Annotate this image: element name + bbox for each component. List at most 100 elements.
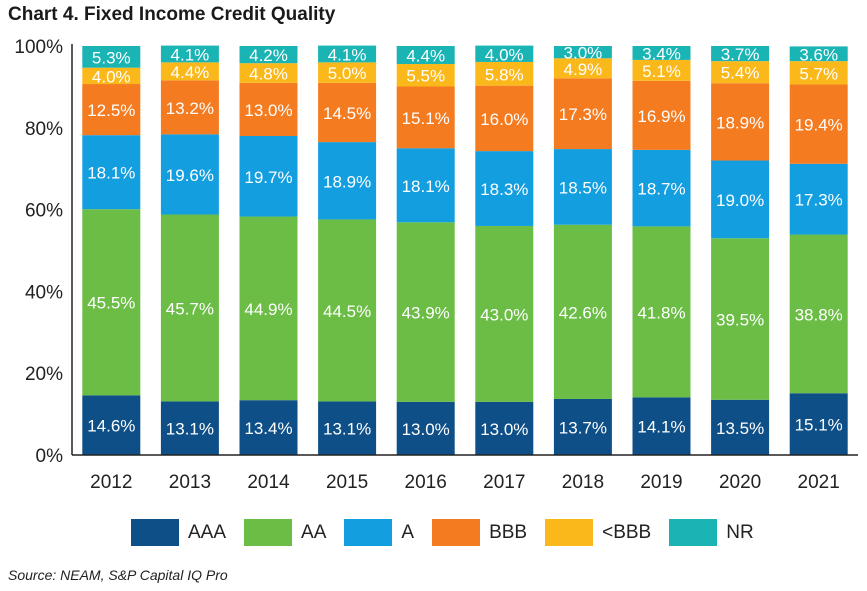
- legend-label: AA: [301, 521, 327, 543]
- data-label: 39.5%: [716, 311, 764, 330]
- legend-item-bbb: BBB: [432, 519, 527, 546]
- bar-ltbbb-2017: [475, 61, 534, 86]
- bar-aa-2013: [160, 214, 219, 402]
- data-label: 15.1%: [402, 109, 450, 128]
- data-label: 4.4%: [171, 63, 210, 82]
- data-label: 19.6%: [166, 166, 214, 185]
- bar-bbb-2017: [475, 85, 534, 152]
- bar-column-2017: 13.0% 43.0% 18.3% 16.0% 5.8%4.0%: [475, 45, 534, 455]
- bar-aa-2019: [632, 226, 691, 398]
- legend-label: <BBB: [602, 521, 652, 543]
- bar-column-2016: 13.0% 43.9% 18.1% 15.1% 5.5% 4.4%: [396, 46, 455, 455]
- y-tick-label: 100%: [14, 37, 63, 58]
- y-tick-label: 20%: [25, 364, 63, 385]
- bar-aaa-2021: [789, 393, 848, 455]
- data-label: 18.1%: [402, 177, 450, 196]
- legend-item-nr: NR: [669, 519, 754, 546]
- bar-column-2019: 14.1% 41.8% 18.7% 16.9% 5.1%3.4%: [632, 44, 691, 455]
- bar-aaa-2018: [553, 398, 612, 455]
- bar-bbb-2015: [318, 82, 377, 143]
- bar-nr-2014: [239, 46, 298, 64]
- bar-a-2018: [553, 149, 612, 225]
- legend-swatch: [669, 519, 718, 546]
- x-tick-label: 2020: [719, 472, 761, 493]
- legend-item-aa: AA: [244, 519, 326, 546]
- data-label: 5.0%: [328, 64, 367, 83]
- data-label: 13.1%: [323, 420, 371, 439]
- data-label: 13.4%: [244, 419, 292, 438]
- y-tick-label: 60%: [25, 201, 63, 222]
- bar-aa-2012: [82, 209, 141, 396]
- data-label: 12.5%: [87, 101, 135, 120]
- bar-nr-2013: [160, 45, 219, 63]
- bar-nr-2021: [789, 46, 848, 62]
- bar-column-2012: 14.6% 45.5% 18.1% 12.5% 4.0%5.3%: [82, 46, 141, 455]
- bar-a-2020: [711, 160, 770, 239]
- bar-a-2013: [160, 134, 219, 215]
- bar-bbb-2016: [396, 86, 455, 149]
- data-label: 18.5%: [559, 178, 607, 197]
- y-axis: 0% 20% 40% 60% 80% 100%: [14, 37, 73, 467]
- bar-column-2021: 15.1% 38.8% 17.3% 19.4% 5.7%3.6%: [789, 45, 848, 455]
- data-label: 13.2%: [166, 99, 214, 118]
- y-tick-label: 80%: [25, 119, 63, 140]
- bar-a-2017: [475, 151, 534, 226]
- data-label: 41.8%: [637, 303, 685, 322]
- legend-item-aaa: AAA: [131, 519, 226, 546]
- legend-label: BBB: [489, 521, 528, 543]
- data-label: 13.5%: [716, 419, 764, 438]
- chart-title: Chart 4. Fixed Income Credit Quality: [8, 4, 336, 25]
- bar-nr-2017: [475, 45, 534, 62]
- legend-swatch: [244, 519, 293, 546]
- bar-a-2014: [239, 135, 298, 217]
- x-tick-label: 2012: [90, 472, 132, 493]
- data-label: 44.5%: [323, 302, 371, 321]
- bar-bbb-2013: [160, 80, 219, 135]
- x-tick-label: 2019: [640, 472, 682, 493]
- data-label: 4.1%: [171, 45, 210, 64]
- bar-column-2020: 13.5% 39.5% 19.0% 18.9% 5.4%3.7%: [711, 45, 770, 455]
- legend-swatch: [131, 519, 179, 546]
- bar-bbb-2021: [789, 84, 848, 164]
- data-label: 45.5%: [87, 294, 135, 313]
- legend-swatch: [432, 519, 481, 546]
- data-label: 4.0%: [485, 45, 524, 64]
- bar-bbb-2012: [82, 84, 141, 136]
- data-label: 5.1%: [642, 62, 681, 81]
- bar-aaa-2015: [318, 401, 377, 455]
- data-label: 5.3%: [92, 48, 131, 67]
- data-label: 19.0%: [716, 191, 764, 210]
- data-label: 13.0%: [244, 101, 292, 120]
- bar-column-2013: 13.1% 45.7% 19.6% 13.2% 4.4%4.1%: [160, 45, 219, 455]
- bar-ltbbb-2018: [553, 58, 612, 79]
- bars-group: 14.6%45.5%18.1%12.5%4.0%5.3%13.1%45.7%19…: [82, 44, 848, 455]
- bar-ltbbb-2013: [160, 62, 219, 81]
- data-label: 13.0%: [402, 420, 450, 439]
- bar-ltbbb-2015: [318, 62, 377, 83]
- y-tick-label: 40%: [25, 282, 63, 303]
- bar-aaa-2017: [475, 401, 534, 455]
- bar-column-2014: 13.4% 44.9% 19.7% 13.0% 4.8%4.2%: [239, 46, 298, 455]
- data-label: 4.8%: [249, 64, 288, 83]
- data-label: 3.6%: [799, 45, 838, 64]
- data-label: 16.0%: [480, 110, 528, 129]
- data-label: 4.4%: [406, 46, 445, 65]
- bar-bbb-2019: [632, 80, 691, 150]
- bar-ltbbb-2014: [239, 63, 298, 83]
- bar-aa-2014: [239, 216, 298, 401]
- legend-swatch: [344, 519, 393, 546]
- bar-aaa-2016: [396, 401, 455, 455]
- bar-aa-2021: [789, 234, 848, 394]
- data-label: 18.3%: [480, 180, 528, 199]
- bar-column-2018: 13.7% 42.6% 18.5% 17.3% 4.9%3.0%: [553, 44, 612, 455]
- data-label: 5.7%: [799, 64, 838, 83]
- data-label: 5.8%: [485, 65, 524, 84]
- data-label: 18.1%: [87, 164, 135, 183]
- bar-aaa-2019: [632, 397, 691, 455]
- data-label: 15.1%: [795, 416, 843, 435]
- data-label: 5.4%: [721, 64, 760, 83]
- data-label: 5.5%: [406, 67, 445, 86]
- data-label: 45.7%: [166, 299, 214, 318]
- x-tick-label: 2018: [562, 472, 604, 493]
